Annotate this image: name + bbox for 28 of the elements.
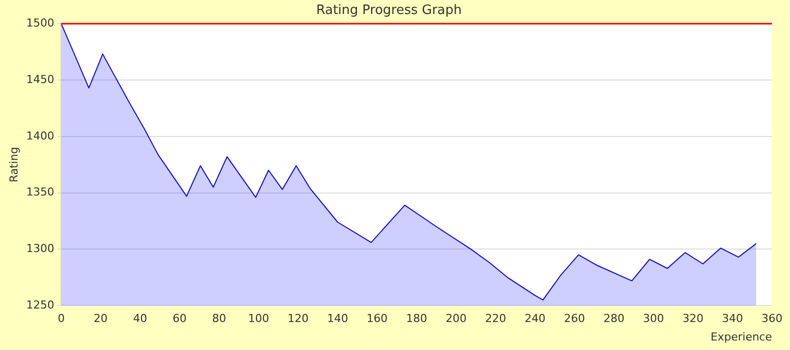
x-tick-label: 280: [604, 312, 625, 326]
x-tick-label: 180: [406, 312, 428, 326]
y-tick-label: 1450: [26, 72, 54, 86]
x-tick-label: 0: [58, 312, 65, 326]
y-axis-title: Rating: [7, 146, 20, 182]
x-tick-label: 360: [762, 312, 782, 326]
x-tick-label: 120: [288, 312, 309, 326]
x-tick-label: 140: [327, 312, 348, 326]
x-tick-label: 40: [133, 312, 148, 326]
x-axis-title: Experience: [710, 330, 772, 344]
x-tick-label: 340: [722, 312, 744, 326]
x-tick-label: 220: [485, 312, 506, 326]
x-tick-label: 240: [524, 312, 546, 326]
x-tick-label: 100: [248, 312, 270, 326]
x-tick-label: 160: [366, 312, 388, 326]
x-tick-label: 260: [564, 312, 586, 326]
y-tick-label: 1400: [26, 129, 54, 142]
chart-title: Rating Progress Graph: [316, 3, 462, 18]
y-tick-label: 1250: [26, 298, 54, 312]
x-tick-label: 200: [446, 312, 467, 326]
x-tick-label: 80: [212, 312, 226, 326]
x-tick-label: 20: [94, 312, 108, 326]
y-tick-label: 1350: [26, 186, 54, 199]
x-tick-label: 320: [682, 312, 704, 326]
x-tick-label: 60: [172, 312, 187, 326]
y-tick-label: 1300: [26, 242, 54, 256]
y-tick-label: 1500: [26, 16, 54, 30]
x-tick-label: 300: [643, 312, 664, 326]
